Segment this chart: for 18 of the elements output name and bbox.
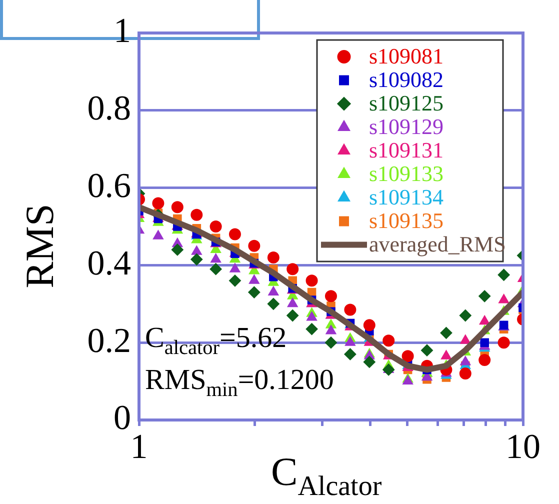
legend-label: s109131: [369, 138, 444, 163]
legend-label: s109082: [369, 67, 444, 92]
legend-label: s109133: [369, 161, 444, 186]
x-axis-title: C$_{Alcator}$: [271, 449, 382, 502]
annotation: RMS$_{min}$=0.1200: [145, 364, 334, 402]
legend-label: s109134: [369, 184, 444, 210]
x-tick-label: 10: [506, 427, 540, 466]
legend-label: s109125: [369, 90, 444, 116]
annotation: C$_{alcator}$=5.62: [145, 322, 287, 360]
y-tick-label: 0.4: [87, 243, 131, 282]
y-axis-title: RMS: [17, 202, 62, 290]
legend-label: s109135: [369, 208, 444, 234]
y-tick-label: 0.8: [87, 88, 131, 128]
legend-label: s109129: [369, 114, 444, 140]
y-tick-label: 0.6: [87, 166, 131, 205]
y-tick-label: 0: [114, 398, 131, 438]
legend-label: s109081: [369, 44, 444, 69]
y-tick-label: 0.2: [87, 320, 131, 360]
